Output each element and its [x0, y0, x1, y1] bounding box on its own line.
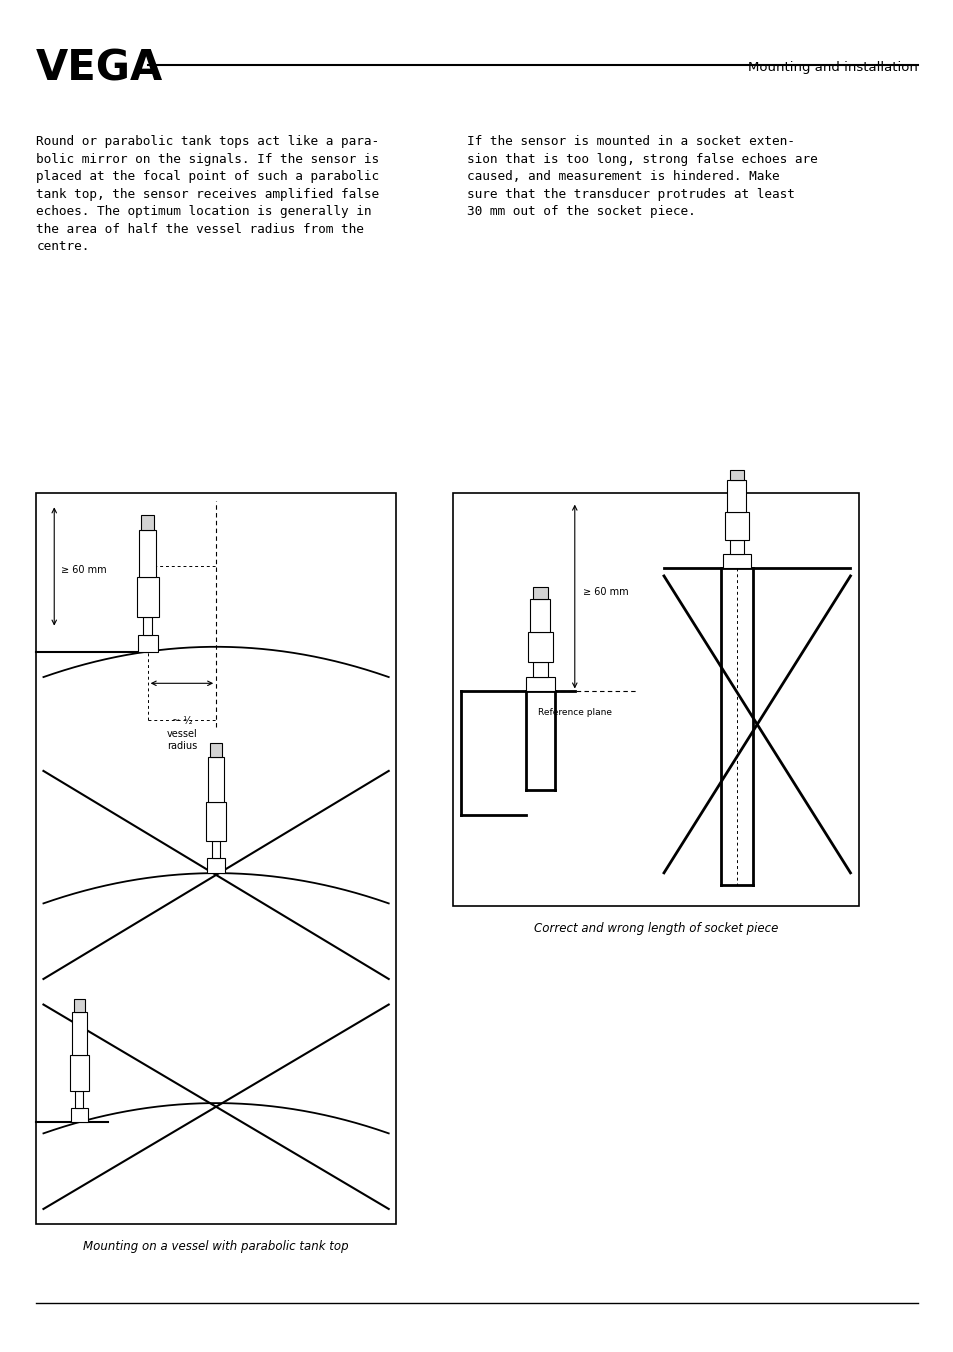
Bar: [527, 631, 553, 661]
Bar: [525, 676, 555, 691]
Text: ≥ 60 mm: ≥ 60 mm: [61, 565, 107, 575]
Bar: [729, 469, 743, 480]
Bar: [724, 511, 748, 539]
Bar: [207, 859, 225, 873]
Bar: [141, 515, 153, 530]
Bar: [533, 661, 547, 676]
Text: ≥ 60 mm: ≥ 60 mm: [582, 588, 628, 598]
Bar: [729, 539, 743, 554]
Bar: [453, 493, 858, 906]
Bar: [727, 480, 745, 511]
Text: Round or parabolic tank tops act like a para-
bolic mirror on the signals. If th: Round or parabolic tank tops act like a …: [36, 135, 379, 253]
Text: Mounting and installation: Mounting and installation: [747, 61, 917, 74]
Bar: [210, 744, 222, 757]
Bar: [530, 599, 550, 631]
Bar: [71, 1107, 89, 1122]
Bar: [70, 1055, 89, 1091]
Bar: [139, 530, 156, 577]
Bar: [212, 841, 220, 859]
Bar: [722, 554, 750, 568]
Bar: [533, 588, 547, 599]
Text: If the sensor is mounted in a socket exten-
sion that is too long, strong false : If the sensor is mounted in a socket ext…: [467, 135, 818, 218]
Bar: [36, 493, 395, 1224]
Bar: [73, 999, 85, 1013]
Bar: [75, 1091, 83, 1107]
Text: VEGA: VEGA: [36, 47, 163, 89]
Bar: [138, 635, 157, 652]
Bar: [71, 1013, 87, 1055]
Bar: [206, 802, 226, 841]
Text: Reference plane: Reference plane: [537, 708, 611, 717]
Text: Correct and wrong length of socket piece: Correct and wrong length of socket piece: [533, 922, 778, 936]
Bar: [137, 577, 158, 618]
Text: Mounting on a vessel with parabolic tank top: Mounting on a vessel with parabolic tank…: [83, 1240, 349, 1253]
Text: ~ ¹⁄₂
vessel
radius: ~ ¹⁄₂ vessel radius: [167, 717, 197, 750]
Bar: [143, 618, 152, 635]
Bar: [208, 757, 224, 802]
